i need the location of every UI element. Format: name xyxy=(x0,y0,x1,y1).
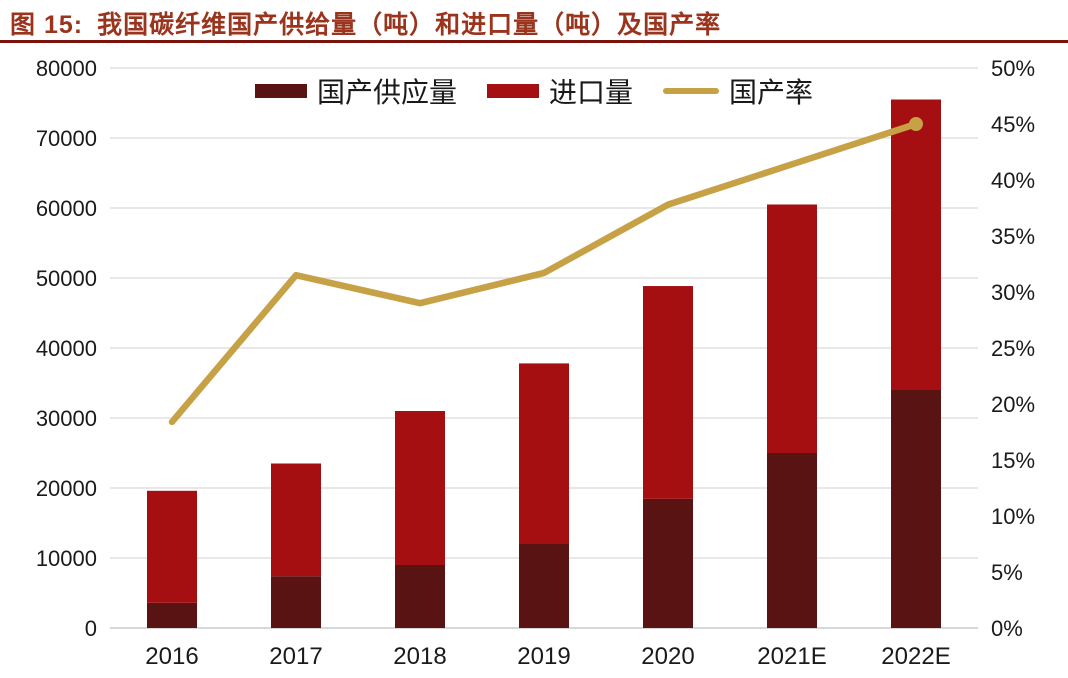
x-axis-label-2019: 2019 xyxy=(517,643,570,670)
y-axis-left-tick-label: 20000 xyxy=(36,476,97,501)
y-axis-left-tick-label: 0 xyxy=(85,616,97,641)
bar-import-2019 xyxy=(519,363,569,544)
y-axis-right-tick-label: 40% xyxy=(991,168,1035,193)
bar-domestic-2016 xyxy=(147,602,197,628)
legend-swatch-import-bar xyxy=(486,84,539,98)
bar-domestic-2017 xyxy=(271,576,321,628)
bar-import-2017 xyxy=(271,463,321,577)
bar-domestic-2021E xyxy=(767,453,817,628)
bar-domestic-2018 xyxy=(395,565,445,628)
x-axis-label-2016: 2016 xyxy=(145,643,198,670)
y-axis-left-tick-label: 60000 xyxy=(36,196,97,221)
bar-domestic-2022E xyxy=(891,390,941,628)
x-axis-label-2021E: 2021E xyxy=(757,643,826,670)
bar-import-2018 xyxy=(395,411,445,565)
x-axis-label-2018: 2018 xyxy=(393,643,446,670)
legend-label-rate: 国产率 xyxy=(729,77,814,108)
bar-domestic-2019 xyxy=(519,544,569,628)
bar-import-2022E xyxy=(891,99,941,390)
y-axis-left-tick-label: 40000 xyxy=(36,336,97,361)
y-axis-right-tick-label: 15% xyxy=(991,448,1035,473)
x-axis-label-2022E: 2022E xyxy=(881,643,950,670)
y-axis-left-tick-label: 80000 xyxy=(36,56,97,81)
rate-line xyxy=(168,120,920,426)
y-axis-right-tick-label: 0% xyxy=(991,616,1023,641)
y-axis-left-tick-label: 30000 xyxy=(36,406,97,431)
legend-item-import: 进口量 xyxy=(486,71,633,111)
legend-label-domestic: 国产供应量 xyxy=(316,77,457,108)
x-axis-label-2017: 2017 xyxy=(269,643,322,670)
y-axis-left-tick-label: 50000 xyxy=(36,266,97,291)
title-divider xyxy=(0,40,1068,43)
y-axis-right-tick-label: 50% xyxy=(991,56,1035,81)
y-axis-left-tick-label: 10000 xyxy=(36,546,97,571)
y-axis-right-tick-label: 35% xyxy=(991,224,1035,249)
rate-line-end-marker xyxy=(909,117,923,131)
figure-number: 图 15: xyxy=(10,11,84,39)
legend: 国产供应量 进口量 国产率 xyxy=(0,71,1068,111)
legend-item-rate: 国产率 xyxy=(663,71,813,111)
y-axis-right-tick-label: 25% xyxy=(991,336,1035,361)
y-axis-left-tick-label: 70000 xyxy=(36,126,97,151)
legend-label-import: 进口量 xyxy=(548,77,633,108)
x-axis-label-2020: 2020 xyxy=(641,643,694,670)
y-axis-right-tick-label: 10% xyxy=(991,504,1035,529)
y-axis-right-tick-label: 20% xyxy=(991,392,1035,417)
bar-import-2021E xyxy=(767,204,817,453)
bar-domestic-2020 xyxy=(643,498,693,628)
legend-swatch-domestic-bar xyxy=(254,84,307,98)
legend-item-domestic: 国产供应量 xyxy=(254,71,457,111)
bar-import-2020 xyxy=(643,286,693,499)
bar-import-2016 xyxy=(147,490,197,603)
y-axis-right-tick-label: 30% xyxy=(991,280,1035,305)
legend-swatch-rate-line xyxy=(663,88,719,94)
figure-title-text: 我国碳纤维国产供给量（吨）和进口量（吨）及国产率 xyxy=(97,11,722,39)
y-axis-right-tick-label: 45% xyxy=(991,112,1035,137)
figure-title: 图 15: 我国碳纤维国产供给量（吨）和进口量（吨）及国产率 xyxy=(10,5,721,41)
y-axis-right-tick-label: 5% xyxy=(991,560,1023,585)
